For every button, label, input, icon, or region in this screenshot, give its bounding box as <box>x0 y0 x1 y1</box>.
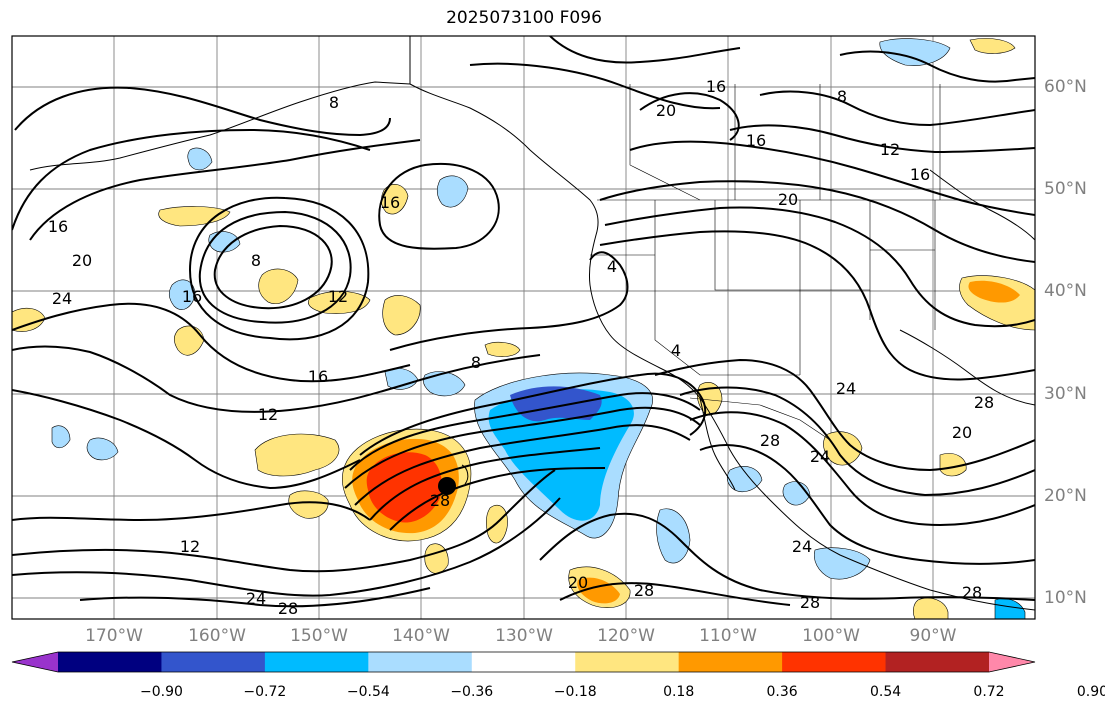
contour-label: 8 <box>837 87 847 106</box>
colorbar <box>11 651 1036 673</box>
colorbar-cell <box>885 652 990 672</box>
colorbar-cell <box>782 652 887 672</box>
latitude-label: 40°N <box>1044 281 1087 301</box>
contour-label: 20 <box>656 101 676 120</box>
contour-label: 16 <box>48 217 68 236</box>
contour-label: 28 <box>760 431 780 450</box>
colorbar-tick-label: 0.90 <box>1076 684 1105 700</box>
contour-label: 8 <box>329 93 339 112</box>
contour-label: 28 <box>974 393 994 412</box>
contour-label: 12 <box>258 405 278 424</box>
contour-label: 16 <box>308 367 328 386</box>
contour-label: 12 <box>880 140 900 159</box>
longitude-label: 120°W <box>597 626 655 646</box>
contour-label: 28 <box>800 593 820 612</box>
colorbar-tick-label: −0.90 <box>139 684 183 700</box>
colorbar-extend-high <box>989 652 1035 672</box>
longitude-label: 130°W <box>495 626 553 646</box>
contour-label: 4 <box>671 341 681 360</box>
contour-label: 16 <box>746 131 766 150</box>
colorbar-extend-low <box>12 652 58 672</box>
contour-label: 28 <box>278 599 298 618</box>
map-border <box>11 35 1036 620</box>
contour-label: 28 <box>430 491 450 510</box>
colorbar-tick-label: −0.72 <box>243 684 287 700</box>
colorbar-tick-label: 0.18 <box>663 684 695 700</box>
colorbar-cell <box>471 652 576 672</box>
latitude-label: 50°N <box>1044 179 1087 199</box>
longitude-label: 150°W <box>290 626 348 646</box>
contour-label: 24 <box>792 537 812 556</box>
height-contours <box>12 36 1035 608</box>
colorbar-cell <box>575 652 680 672</box>
latitude-label: 10°N <box>1044 588 1087 608</box>
contour-label: 24 <box>52 289 72 308</box>
contour-labels: 8 16 20 16 12 8 16 20 24 16 8 12 16 8 12… <box>48 77 994 618</box>
contour-label: 24 <box>246 589 266 608</box>
colorbar-tick-label: −0.54 <box>346 684 390 700</box>
contour-label: 12 <box>180 537 200 556</box>
longitude-label: 90°W <box>909 626 957 646</box>
colorbar-tick-label: −0.18 <box>553 684 597 700</box>
colorbar-cell <box>678 652 783 672</box>
longitude-label: 110°W <box>699 626 757 646</box>
colorbar-cell <box>264 652 369 672</box>
storm-position-marker <box>438 477 456 495</box>
colorbar-tick-label: 0.54 <box>869 684 902 700</box>
contour-label: 12 <box>328 287 348 306</box>
contour-label: 24 <box>810 447 830 466</box>
contour-label: 16 <box>910 165 930 184</box>
longitude-label: 140°W <box>392 626 450 646</box>
colorbar-tick-label: −0.36 <box>450 684 494 700</box>
contour-label: 20 <box>952 423 972 442</box>
colorbar-outline <box>11 651 1036 673</box>
colorbar-tick-label: 0.72 <box>973 684 1005 700</box>
map-panel: 8 16 20 16 12 8 16 20 24 16 8 12 16 8 12… <box>11 35 1036 620</box>
contour-label: 4 <box>607 257 617 276</box>
contour-label: 28 <box>962 583 982 602</box>
latitude-label: 20°N <box>1044 486 1087 506</box>
contour-label: 20 <box>72 251 92 270</box>
contour-label: 8 <box>251 251 261 270</box>
longitude-label: 100°W <box>802 626 860 646</box>
latitude-label: 60°N <box>1044 77 1087 97</box>
contour-label: 24 <box>836 379 856 398</box>
colorbar-tick-label: 0.36 <box>766 684 798 700</box>
contour-label: 16 <box>182 287 202 306</box>
colorbar-cell <box>58 652 162 672</box>
colorbar-cell <box>368 652 473 672</box>
contour-label: 8 <box>471 353 481 372</box>
contour-label: 16 <box>706 77 726 96</box>
contour-label: 28 <box>634 581 654 600</box>
colorbar-cell <box>161 652 266 672</box>
longitude-label: 160°W <box>188 626 246 646</box>
map-title: 2025073100 F096 <box>446 8 602 28</box>
latitude-label: 30°N <box>1044 384 1087 404</box>
coastlines <box>29 36 1035 611</box>
longitude-label: 170°W <box>85 626 143 646</box>
lat-lon-grid <box>12 36 1035 619</box>
contour-label: 20 <box>778 190 798 209</box>
contour-label: 20 <box>568 573 588 592</box>
contour-label: 16 <box>380 193 400 212</box>
